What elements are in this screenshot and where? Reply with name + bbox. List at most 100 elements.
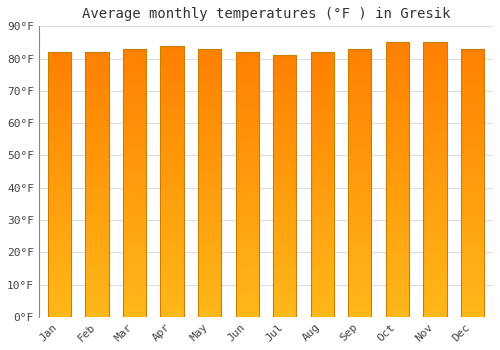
- Bar: [198, 156, 222, 158]
- Bar: [236, 146, 259, 147]
- Bar: [48, 122, 71, 124]
- Bar: [198, 310, 222, 312]
- Bar: [310, 194, 334, 195]
- Bar: [423, 108, 446, 110]
- Bar: [348, 166, 372, 167]
- Bar: [236, 272, 259, 273]
- Bar: [310, 271, 334, 272]
- Bar: [198, 315, 222, 317]
- Bar: [236, 256, 259, 257]
- Bar: [86, 202, 108, 203]
- Bar: [386, 239, 409, 240]
- Bar: [86, 144, 108, 145]
- Bar: [348, 101, 372, 103]
- Bar: [86, 302, 108, 303]
- Bar: [461, 139, 484, 140]
- Bar: [273, 66, 296, 67]
- Bar: [386, 99, 409, 100]
- Bar: [461, 116, 484, 117]
- Bar: [273, 173, 296, 174]
- Bar: [423, 298, 446, 299]
- Bar: [123, 112, 146, 113]
- Bar: [386, 258, 409, 259]
- Bar: [310, 186, 334, 187]
- Bar: [273, 315, 296, 317]
- Bar: [160, 295, 184, 296]
- Bar: [236, 194, 259, 195]
- Bar: [273, 87, 296, 88]
- Bar: [273, 131, 296, 132]
- Bar: [86, 97, 108, 98]
- Bar: [423, 244, 446, 245]
- Bar: [348, 141, 372, 143]
- Bar: [386, 178, 409, 180]
- Bar: [48, 212, 71, 214]
- Bar: [86, 193, 108, 194]
- Bar: [236, 266, 259, 268]
- Bar: [273, 194, 296, 195]
- Bar: [273, 261, 296, 262]
- Bar: [198, 237, 222, 238]
- Bar: [160, 296, 184, 298]
- Bar: [86, 294, 108, 296]
- Bar: [423, 84, 446, 85]
- Bar: [123, 275, 146, 276]
- Bar: [386, 304, 409, 306]
- Bar: [423, 314, 446, 315]
- Bar: [310, 175, 334, 176]
- Bar: [386, 159, 409, 160]
- Bar: [236, 159, 259, 161]
- Bar: [386, 137, 409, 139]
- Bar: [273, 63, 296, 64]
- Bar: [236, 173, 259, 174]
- Bar: [160, 54, 184, 55]
- Bar: [160, 214, 184, 215]
- Bar: [160, 157, 184, 158]
- Bar: [198, 54, 222, 56]
- Bar: [423, 167, 446, 169]
- Bar: [386, 52, 409, 54]
- Bar: [310, 249, 334, 251]
- Bar: [86, 163, 108, 164]
- Bar: [198, 93, 222, 95]
- Bar: [123, 208, 146, 210]
- Bar: [236, 225, 259, 227]
- Bar: [160, 244, 184, 245]
- Bar: [48, 254, 71, 256]
- Bar: [86, 171, 108, 173]
- Bar: [123, 152, 146, 153]
- Bar: [236, 247, 259, 248]
- Bar: [123, 132, 146, 133]
- Bar: [461, 145, 484, 147]
- Bar: [48, 302, 71, 303]
- Bar: [160, 206, 184, 207]
- Bar: [348, 315, 372, 317]
- Bar: [310, 164, 334, 166]
- Bar: [386, 187, 409, 188]
- Bar: [48, 106, 71, 108]
- Bar: [461, 215, 484, 216]
- Bar: [310, 281, 334, 282]
- Bar: [86, 88, 108, 89]
- Bar: [423, 309, 446, 310]
- Bar: [198, 246, 222, 247]
- Bar: [348, 149, 372, 151]
- Bar: [273, 122, 296, 123]
- Bar: [48, 97, 71, 98]
- Bar: [160, 152, 184, 153]
- Bar: [198, 200, 222, 202]
- Bar: [86, 63, 108, 64]
- Bar: [423, 77, 446, 78]
- Bar: [423, 311, 446, 313]
- Bar: [86, 315, 108, 317]
- Bar: [348, 205, 372, 207]
- Bar: [348, 109, 372, 111]
- Bar: [236, 127, 259, 129]
- Bar: [123, 139, 146, 140]
- Bar: [461, 247, 484, 248]
- Bar: [310, 117, 334, 118]
- Bar: [423, 289, 446, 291]
- Bar: [123, 156, 146, 158]
- Bar: [198, 219, 222, 220]
- Bar: [48, 153, 71, 154]
